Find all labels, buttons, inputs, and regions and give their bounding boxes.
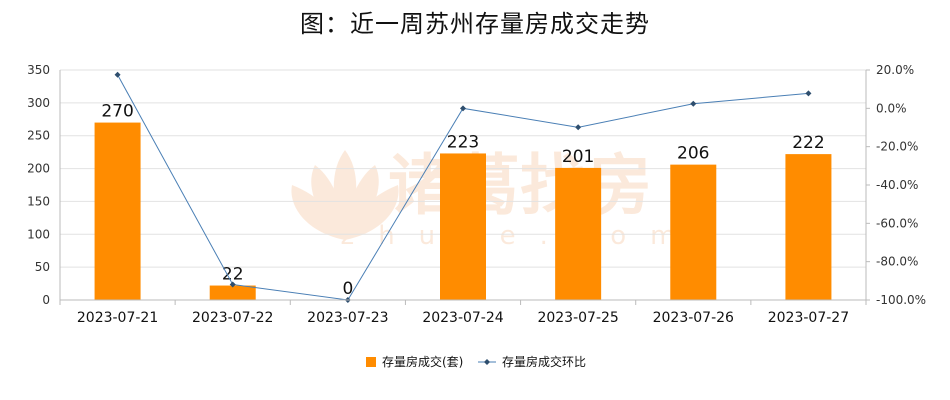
right-tick-label-0: -100.0% — [876, 293, 926, 307]
axes: 0 50 100 150 200 250 300 350 -100.0% -80.0% -60.0%… — [27, 63, 926, 326]
bar-label-2023-07-27: 222 — [792, 133, 824, 153]
x-tick-label-2023-07-26: 2023-07-26 — [653, 310, 734, 326]
bar-series: 270 22 0 223 201 206 222 — [94, 102, 832, 300]
line-point-2023-07-25 — [575, 124, 582, 131]
line-point-2023-07-24 — [460, 105, 466, 112]
legend-line-marker — [484, 359, 490, 365]
left-tick-label-3: 150 — [27, 194, 50, 208]
bar-2023-07-26 — [670, 164, 717, 300]
left-tick-label-4: 200 — [27, 162, 50, 176]
x-tick-label-2023-07-23: 2023-07-23 — [307, 310, 388, 326]
left-tick-label-0: 0 — [42, 293, 50, 307]
left-tick-label-7: 350 — [27, 63, 50, 77]
bar-label-2023-07-22: 22 — [222, 265, 244, 285]
chart-title: 图：近一周苏州存量房成交走势 — [300, 10, 650, 38]
x-tick-label-2023-07-25: 2023-07-25 — [537, 310, 618, 326]
bar-label-2023-07-24: 223 — [447, 132, 479, 152]
line-point-2023-07-26 — [690, 100, 697, 107]
legend-bar-label: 存量房成交(套) — [382, 354, 463, 369]
left-tick-label-1: 50 — [35, 260, 50, 274]
legend: 存量房成交(套) 存量房成交环比 — [366, 354, 586, 369]
watermark-site: zhuge.com — [341, 221, 700, 251]
watermark-brand: 诸葛找房 — [388, 147, 652, 224]
left-tick-label-6: 300 — [27, 96, 50, 110]
legend-line-label: 存量房成交环比 — [502, 354, 586, 369]
right-tick-label-1: -80.0% — [876, 255, 918, 269]
right-tick-label-6: 20.0% — [876, 63, 914, 77]
right-tick-label-4: -20.0% — [876, 140, 918, 154]
line-point-2023-07-27 — [805, 90, 812, 97]
x-tick-label-2023-07-24: 2023-07-24 — [422, 310, 503, 326]
x-tick-label-2023-07-27: 2023-07-27 — [768, 310, 849, 326]
bar-label-2023-07-23: 0 — [342, 279, 353, 299]
right-tick-label-5: 0.0% — [876, 101, 907, 115]
right-tick-label-3: -40.0% — [876, 178, 918, 192]
bar-2023-07-25 — [555, 167, 602, 300]
x-tick-label-2023-07-22: 2023-07-22 — [192, 310, 273, 326]
right-tick-label-2: -60.0% — [876, 216, 918, 230]
bar-label-2023-07-26: 206 — [677, 144, 709, 164]
bar-2023-07-27 — [785, 154, 832, 300]
legend-bar-swatch — [366, 357, 376, 367]
watermark-petal-0 — [333, 150, 357, 240]
line-point-2023-07-22 — [229, 281, 236, 288]
watermark-petal-3 — [291, 185, 345, 240]
x-tick-label-2023-07-21: 2023-07-21 — [77, 310, 158, 326]
left-tick-label-5: 250 — [27, 129, 50, 143]
bar-2023-07-22 — [209, 285, 256, 300]
bar-2023-07-24 — [440, 153, 486, 300]
watermark-petal-1 — [311, 165, 345, 240]
left-tick-label-2: 100 — [27, 227, 50, 241]
bar-label-2023-07-25: 201 — [562, 147, 594, 167]
line-point-2023-07-21 — [114, 71, 121, 78]
watermark-petal-2 — [345, 165, 379, 240]
bar-2023-07-21 — [94, 122, 141, 300]
bar-label-2023-07-21: 270 — [101, 102, 133, 122]
watermark-petal-4 — [345, 185, 399, 240]
